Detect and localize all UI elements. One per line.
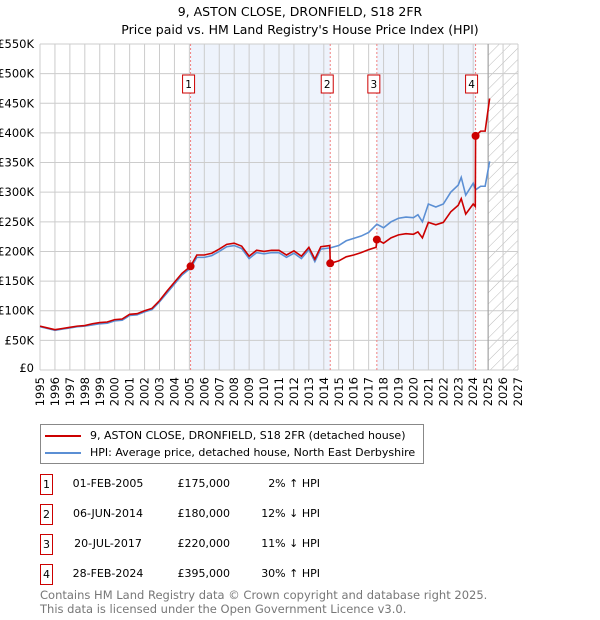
x-tick-label: 2001 [123,377,137,406]
sale-hpi-diff: 12% ↓ HPI [261,507,320,520]
x-tick-label: 2020 [406,377,420,406]
x-tick-label: 2019 [392,377,406,406]
sale-row: 1 01-FEB-2005 £175,000 2% ↑ HPI [0,474,600,496]
sale-row: 2 06-JUN-2014 £180,000 12% ↓ HPI [0,504,600,526]
sale-label-box [320,74,334,94]
sale-hpi-diff: 30% ↑ HPI [261,567,320,580]
x-tick-label: 2018 [377,377,391,406]
x-tick-label: 2010 [257,377,271,406]
sale-label-box [465,74,479,94]
x-tick-label: 2000 [108,377,122,406]
sale-point [471,131,480,140]
x-tick-label: 2014 [317,377,331,406]
y-tick-label: £450K [0,96,34,110]
sale-price: £395,000 [177,567,231,580]
sale-date: 06-JUN-2014 [72,507,144,520]
x-tick-label: 2002 [138,377,152,406]
sale-price: £180,000 [177,507,231,520]
sale-row: 3 20-JUL-2017 £220,000 11% ↓ HPI [0,534,600,556]
legend: 9, ASTON CLOSE, DRONFIELD, S18 2FR (deta… [40,424,425,464]
sale-number: 1 [40,474,53,495]
x-tick-label: 2008 [227,377,241,406]
property-price-line [39,98,491,331]
legend-label: HPI: Average price, detached house, Nort… [90,446,416,459]
x-tick-label: 2025 [481,377,495,406]
price-chart: 9, ASTON CLOSE, DRONFIELD, S18 2FR Price… [0,4,525,406]
sale-label-box [182,74,196,94]
footer: Contains HM Land Registry data © Crown c… [40,588,487,616]
sale-number: 2 [40,504,53,525]
x-tick-label: 2015 [332,377,346,406]
chart-subtitle: Price paid vs. HM Land Registry's House … [121,22,478,37]
x-tick-label: 1995 [33,377,47,406]
sale-date: 20-JUL-2017 [74,537,142,550]
sale-row: 4 28-FEB-2024 £395,000 30% ↑ HPI [0,564,600,586]
x-tick-label: 2006 [197,377,211,406]
x-tick-label: 2016 [347,377,361,406]
footer-line: This data is licensed under the Open Gov… [40,602,407,616]
y-tick-label: £350K [0,156,34,170]
sale-point [372,235,381,244]
hpi-line [39,161,491,332]
sale-date: 28-FEB-2024 [72,567,144,580]
x-tick-label: 2004 [167,377,181,406]
x-tick-label: 2005 [182,377,196,406]
x-tick-label: 2022 [436,377,450,406]
y-tick-label: £550K [0,37,34,51]
legend-item-property: 9, ASTON CLOSE, DRONFIELD, S18 2FR (deta… [45,427,415,444]
sale-label: 1 [185,79,192,91]
x-tick-label: 2011 [272,377,286,406]
sale-number: 3 [40,534,53,555]
x-tick-label: 2023 [451,377,465,406]
sale-price: £175,000 [177,477,231,490]
ownership-shade [190,44,331,370]
sale-hpi-diff: 2% ↑ HPI [268,477,320,490]
x-tick-label: 2003 [153,377,167,406]
sale-label: 4 [468,79,475,91]
x-tick-label: 2009 [242,377,256,406]
x-tick-label: 1996 [48,377,62,406]
sale-number: 4 [40,564,53,585]
legend-swatch-blue [45,451,81,454]
sale-hpi-diff: 11% ↓ HPI [261,537,320,550]
legend-label: 9, ASTON CLOSE, DRONFIELD, S18 2FR (deta… [90,429,406,442]
sale-date: 01-FEB-2005 [72,477,144,490]
y-tick-label: £50K [5,333,35,347]
sale-point [186,262,195,271]
sale-label: 3 [370,79,377,91]
footer-line: Contains HM Land Registry data © Crown c… [40,588,488,602]
sale-price: £220,000 [177,537,231,550]
x-tick-label: 2012 [287,377,301,406]
x-tick-label: 1999 [93,377,107,406]
x-tick-label: 2021 [421,377,435,406]
sale-label: 2 [324,79,331,91]
x-tick-label: 2007 [212,377,226,406]
x-tick-label: 2027 [511,377,525,406]
y-tick-label: £100K [0,304,34,318]
x-tick-label: 2024 [466,377,480,406]
y-tick-label: £200K [0,244,34,258]
y-tick-label: £250K [0,215,34,229]
sale-point [326,259,335,268]
x-tick-label: 2017 [362,377,376,406]
y-tick-label: £300K [0,185,34,199]
x-tick-label: 2013 [302,377,316,406]
legend-swatch-red [45,434,81,437]
y-tick-label: £400K [0,126,34,140]
y-tick-label: £150K [0,274,34,288]
y-tick-label: £500K [0,67,34,81]
sale-label-box [367,74,381,94]
y-tick-label: £0 [19,361,34,375]
x-tick-label: 1997 [63,377,77,406]
chart-title: 9, ASTON CLOSE, DRONFIELD, S18 2FR [178,4,423,19]
x-tick-label: 1998 [78,377,92,406]
x-tick-label: 2026 [496,377,510,406]
ownership-shade [376,44,476,370]
legend-item-hpi: HPI: Average price, detached house, Nort… [45,444,415,461]
